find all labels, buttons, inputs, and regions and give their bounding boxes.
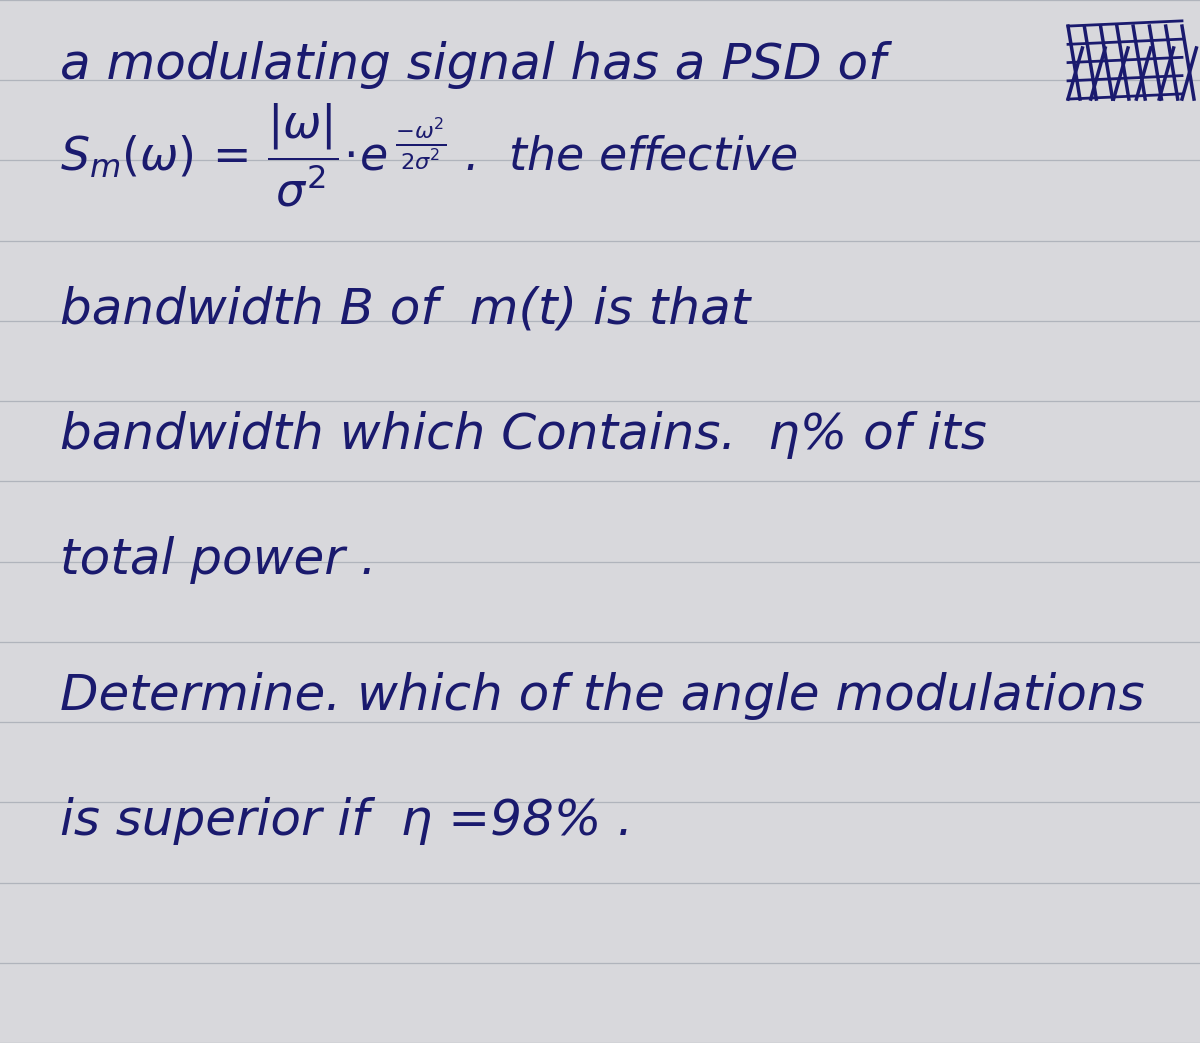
Text: a modulating signal has a PSD of: a modulating signal has a PSD of [60,41,886,89]
Text: bandwidth B of  m(t) is that: bandwidth B of m(t) is that [60,286,750,334]
Text: Determine. which of the angle modulations: Determine. which of the angle modulation… [60,672,1145,720]
Text: $S_m(\omega)\, =\, \dfrac{|\omega|}{\sigma^2}\!\cdot\! e^{\,\frac{-\omega^2}{2\s: $S_m(\omega)\, =\, \dfrac{|\omega|}{\sig… [60,101,798,209]
Text: total power .: total power . [60,536,377,584]
Text: is superior if  η =98% .: is superior if η =98% . [60,797,634,845]
Text: bandwidth which Contains.  η% of its: bandwidth which Contains. η% of its [60,411,986,459]
